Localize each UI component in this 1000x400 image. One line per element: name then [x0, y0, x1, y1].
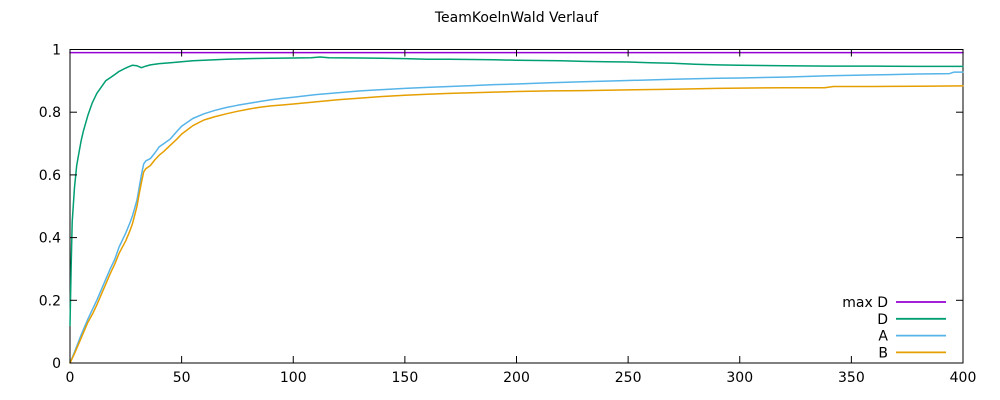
legend-label-d: D	[877, 312, 888, 328]
plot-border	[69, 49, 964, 364]
chart-title: TeamKoelnWald Verlauf	[434, 10, 599, 26]
plot-frame	[69, 49, 964, 364]
x-tick-label: 250	[615, 370, 642, 386]
x-tick-label: 350	[838, 370, 865, 386]
y-tick-label: 0	[52, 356, 61, 372]
x-tick-label: 150	[392, 370, 419, 386]
x-tick-label: 100	[280, 370, 307, 386]
x-tick-label: 0	[66, 370, 75, 386]
y-tick-label: 0.8	[39, 105, 61, 121]
y-tick-label: 0.6	[39, 168, 61, 184]
y-tick-label: 1	[52, 43, 61, 59]
y-tick-label: 0.2	[39, 293, 61, 309]
series-line-b	[69, 85, 964, 364]
series-lines	[69, 51, 964, 364]
x-tick-label: 400	[950, 370, 977, 386]
series-line-d	[69, 56, 964, 327]
y-tick-label: 0.4	[39, 231, 61, 247]
legend-label-max-d: max D	[842, 295, 888, 311]
axis-ticks	[69, 49, 964, 364]
x-tick-label: 300	[726, 370, 753, 386]
series-line-a	[69, 71, 964, 364]
legend-label-a: A	[878, 329, 888, 345]
legend-label-b: B	[878, 345, 888, 361]
axis-tick-labels: 0 50 100 150 200 250 300 350 400 0 0.2 0.4 0.6 0.8 1	[39, 43, 977, 387]
x-tick-label: 200	[503, 370, 530, 386]
x-tick-label: 50	[173, 370, 191, 386]
